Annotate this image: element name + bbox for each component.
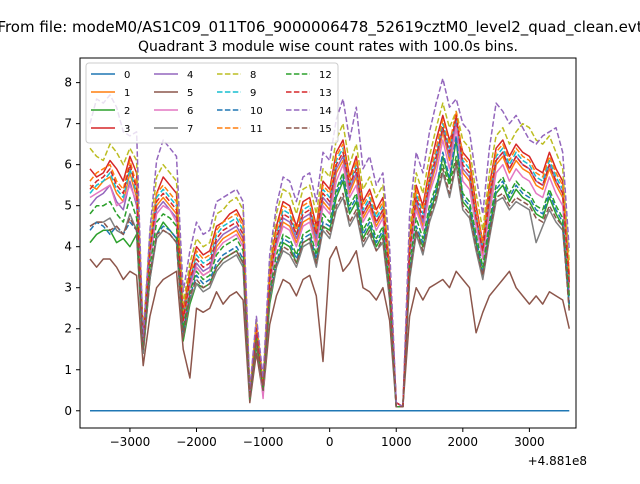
- legend-label-9: 9: [250, 88, 256, 99]
- plot-frame: [79, 57, 577, 429]
- y-tick-label: 4: [64, 240, 72, 254]
- legend-label-7: 7: [187, 124, 193, 135]
- chart-suptitle: From file: modeM0/AS1C09_011T06_90000064…: [0, 18, 640, 37]
- y-tick-label: 1: [64, 363, 72, 377]
- y-tick-label: 2: [64, 322, 72, 336]
- series-line-14: [89, 77, 571, 408]
- series-line-15: [89, 159, 571, 408]
- legend-label-0: 0: [124, 70, 130, 81]
- legend-label-6: 6: [187, 106, 193, 117]
- y-tick-label: 6: [64, 158, 72, 172]
- legend-label-8: 8: [250, 70, 256, 81]
- legend-label-12: 12: [319, 70, 332, 81]
- legend-label-3: 3: [124, 124, 130, 135]
- legend-label-14: 14: [319, 106, 332, 117]
- x-tick-label: 1000: [381, 435, 412, 449]
- y-tick-label: 5: [64, 199, 72, 213]
- x-tick-label: −3000: [110, 435, 151, 449]
- legend-label-4: 4: [187, 70, 193, 81]
- y-tick-label: 0: [64, 404, 72, 418]
- legend-label-13: 13: [319, 88, 332, 99]
- x-offset-label: +4.881e8: [528, 454, 587, 468]
- legend-label-11: 11: [250, 124, 263, 135]
- y-axis: 0 1 2 3 4 5 6 7 8: [64, 76, 80, 418]
- y-tick-label: 8: [64, 76, 72, 90]
- series-line-8: [89, 102, 571, 408]
- series-line-13: [89, 114, 571, 408]
- y-tick-label: 7: [64, 117, 72, 131]
- legend-label-5: 5: [187, 88, 193, 99]
- series-line-12: [89, 155, 571, 408]
- legend-label-15: 15: [319, 124, 332, 135]
- y-tick-label: 3: [64, 281, 72, 295]
- series-layer: [89, 77, 571, 412]
- x-tick-label: −2000: [176, 435, 217, 449]
- series-line-5: [89, 245, 571, 408]
- series-line-6: [89, 126, 571, 408]
- x-tick-label: 3000: [514, 435, 545, 449]
- legend-label-10: 10: [250, 106, 263, 117]
- x-axis: −3000 −2000 −1000 0 1000 2000 3000: [110, 428, 545, 449]
- legend-box: [85, 62, 339, 144]
- series-line-11: [89, 110, 571, 408]
- legend-label-2: 2: [124, 106, 130, 117]
- x-tick-label: −1000: [243, 435, 284, 449]
- x-tick-label: 0: [326, 435, 334, 449]
- legend-label-1: 1: [124, 88, 130, 99]
- chart-title: Quadrant 3 module wise count rates with …: [138, 39, 518, 55]
- x-tick-label: 2000: [448, 435, 479, 449]
